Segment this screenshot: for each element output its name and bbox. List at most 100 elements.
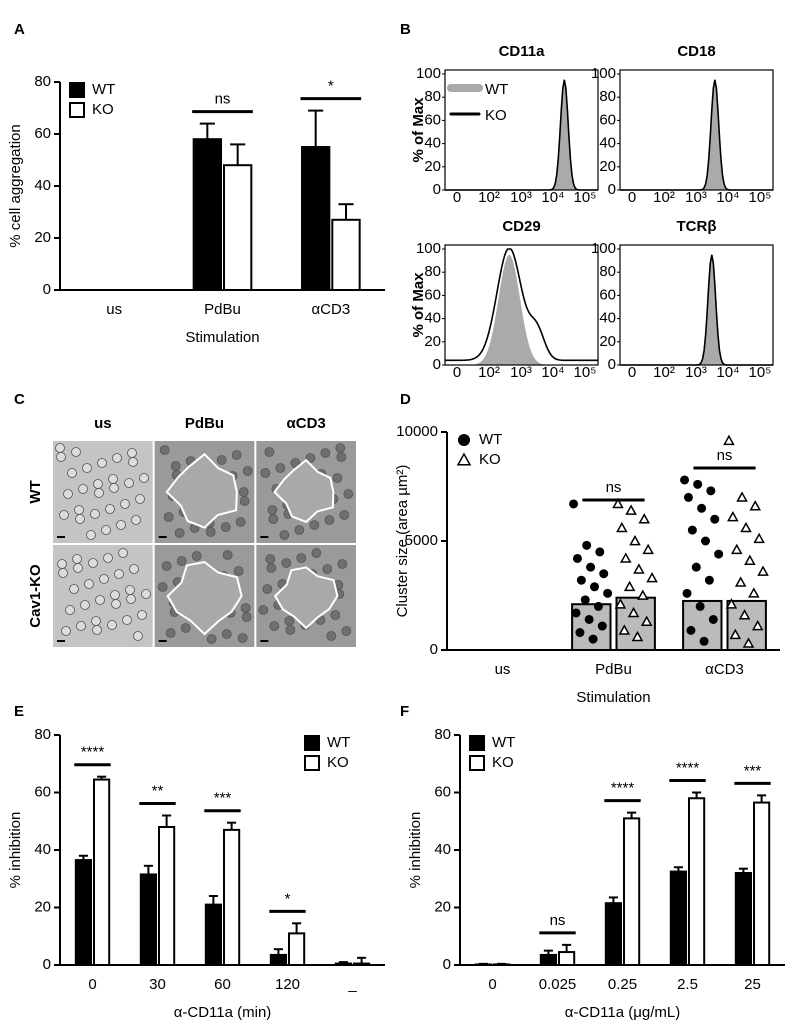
x-tick-label: 25 (744, 976, 761, 993)
cell (336, 452, 347, 462)
point (640, 615, 653, 627)
bar (74, 859, 93, 966)
y-tick-label: 0 (443, 956, 451, 973)
y-tick-label: 10000 (396, 423, 438, 440)
point (695, 601, 705, 611)
cell (324, 515, 335, 525)
legend-label: WT (492, 734, 515, 751)
point (693, 479, 703, 489)
legend-label: KO (485, 107, 507, 124)
point (738, 609, 751, 620)
point (708, 614, 718, 624)
bar (623, 817, 641, 966)
significance-label: *** (744, 762, 762, 779)
point (631, 630, 644, 642)
panel-label: E (14, 703, 24, 720)
column-label: αCD3 (287, 415, 326, 432)
point (683, 492, 693, 502)
point (637, 589, 649, 600)
cell (275, 463, 286, 473)
cell (231, 450, 242, 460)
y-tick-label: 40 (599, 310, 616, 327)
y-tick-label: 20 (34, 229, 51, 246)
point (633, 563, 645, 574)
y-axis-label: % of Max (410, 272, 427, 338)
cell (242, 466, 253, 476)
point (572, 553, 582, 563)
point (612, 497, 624, 509)
significance-label: * (328, 78, 334, 95)
cell (269, 621, 280, 631)
point (586, 562, 596, 572)
significance-label: ** (152, 782, 164, 799)
x-tick-label: 0 (628, 364, 636, 381)
cell (105, 504, 115, 514)
point (597, 621, 607, 631)
point (699, 636, 709, 646)
bar (301, 146, 331, 291)
x-tick-label: 10⁵ (574, 189, 597, 206)
cell (69, 584, 79, 594)
y-tick-label: 60 (424, 286, 441, 303)
point (569, 499, 579, 509)
point (580, 595, 590, 605)
cell (322, 564, 333, 574)
point (751, 619, 764, 631)
panel-title: TCRβ (677, 218, 717, 235)
y-tick-label: 100 (416, 65, 441, 82)
cell (170, 461, 181, 471)
point (706, 486, 716, 496)
bar (93, 778, 111, 966)
cell (281, 558, 292, 568)
x-axis-label: α-CD11a (min) (174, 1004, 272, 1020)
x-tick-label: PdBu (595, 661, 632, 678)
y-tick-label: 40 (424, 135, 441, 152)
point (742, 637, 755, 648)
cell (141, 589, 151, 599)
x-tick-label: 10² (653, 189, 675, 206)
y-tick-label: 20 (434, 898, 451, 915)
cell (128, 457, 138, 467)
cell (222, 550, 233, 560)
cell-cluster (273, 566, 339, 630)
x-tick-label: 10⁴ (716, 364, 739, 381)
cell (221, 629, 232, 639)
y-tick-label: 40 (34, 841, 51, 858)
cell (91, 616, 101, 626)
y-tick-label: 60 (424, 111, 441, 128)
x-axis-label: Stimulation (185, 329, 259, 346)
point (757, 565, 769, 576)
point (616, 521, 628, 533)
cell (262, 584, 273, 594)
x-tick-label: 2.5 (677, 976, 698, 993)
wt-histogram (445, 79, 598, 190)
point (734, 576, 747, 587)
cell (93, 479, 103, 489)
bar (604, 902, 622, 966)
legend-label: KO (92, 101, 114, 118)
y-tick-label: 0 (608, 181, 616, 198)
cell (74, 505, 84, 515)
point (729, 628, 742, 640)
cell (97, 458, 107, 468)
column-label: us (94, 415, 112, 432)
x-axis-label: Stimulation (576, 689, 650, 706)
cell (111, 599, 121, 609)
legend-label: KO (479, 451, 501, 468)
cell (139, 473, 149, 483)
point (575, 628, 585, 638)
point (748, 587, 760, 598)
bar (558, 951, 576, 966)
point (589, 582, 599, 592)
point (456, 452, 472, 466)
cell (75, 514, 85, 524)
x-tick-label: 0 (488, 976, 496, 993)
point (680, 475, 690, 485)
legend-swatch (304, 755, 320, 771)
bar (223, 828, 241, 966)
cell (72, 554, 82, 564)
x-tick-label: 0 (453, 364, 461, 381)
significance-label: * (285, 890, 291, 907)
cell (84, 579, 94, 589)
